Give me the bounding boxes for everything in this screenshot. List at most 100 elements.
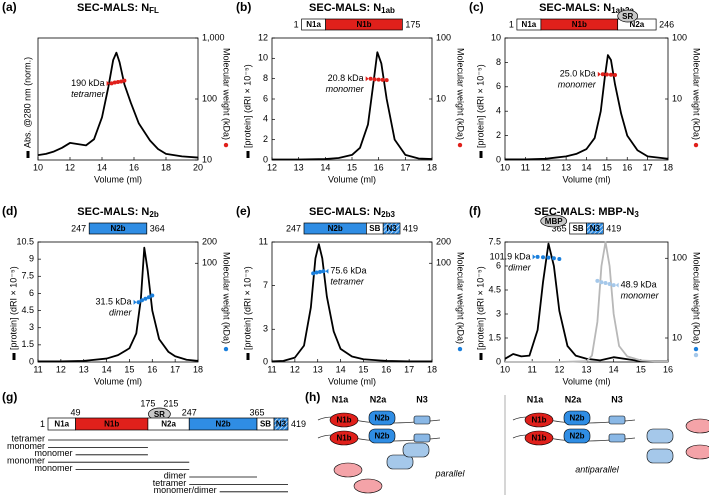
n2b-label: N2b: [569, 414, 584, 423]
y-axis-label: [protein] (dRI × 10⁻⁵): [242, 64, 252, 148]
mw-point: [546, 255, 551, 260]
construct-end: 175: [405, 19, 420, 29]
x-tick-label: 12: [267, 162, 277, 172]
x-tick-label: 12: [65, 162, 75, 172]
y-tick-label: 3: [29, 322, 34, 332]
mw-note: tetramer: [71, 89, 106, 99]
n2b-label: N2b: [374, 414, 389, 423]
mw-point: [372, 77, 377, 82]
domain-label: N3: [386, 224, 397, 233]
y-tick-label: 2: [496, 130, 501, 140]
y-tick-label: 6: [496, 260, 501, 270]
n2b: [563, 410, 591, 426]
y-tick-label: 3: [496, 308, 501, 318]
n3: [413, 415, 431, 425]
mw-label: 75.6 kDa: [330, 266, 366, 276]
x-tick-label: 15: [124, 364, 134, 374]
x-tick-label: 11: [33, 364, 42, 374]
x-tick-label: 12: [56, 364, 66, 374]
y-legend-marker: [12, 353, 16, 360]
fragment-label: monomer: [35, 448, 73, 458]
mw-point: [595, 278, 600, 283]
panel-label: (a): [2, 0, 17, 14]
x-tick-label: 16: [663, 364, 673, 374]
y-tick-label: 1.5: [488, 332, 501, 342]
n1b: [329, 412, 359, 428]
y-tick-label: 6: [263, 93, 268, 103]
chart-title: SEC-MALS: N2b: [77, 206, 159, 219]
y-tick-label: 12: [258, 32, 268, 42]
construct-end: 364: [150, 223, 165, 233]
y2-legend-marker: [693, 142, 699, 148]
n2b-label: N2b: [569, 432, 584, 441]
x-axis-label: Volume (ml): [562, 376, 610, 386]
plot-frame: [271, 241, 433, 363]
y-tick-label: 10.5: [16, 236, 34, 246]
y-tick-label: 0: [496, 154, 501, 164]
domain-label: SB: [573, 224, 584, 233]
domain-label: N2b: [110, 224, 125, 233]
domain-label: N1b: [572, 20, 587, 29]
domain-label: SB: [369, 224, 380, 233]
y-tick-label: 8: [263, 73, 268, 83]
n1b: [524, 412, 554, 428]
x-tick-label: 18: [193, 364, 203, 374]
panel-label: (c): [469, 0, 484, 14]
x-tick-label: 18: [663, 162, 673, 172]
mw-note: dimer: [109, 308, 133, 318]
x-tick-label: 12: [541, 162, 551, 172]
mw-point: [384, 78, 389, 83]
trace: [38, 246, 199, 363]
x-tick-label: 11: [267, 364, 276, 374]
x-tick-label: 14: [97, 162, 107, 172]
fragment-label: monomer: [7, 456, 45, 466]
n2b: [368, 410, 396, 426]
mw-label: 190 kDa: [71, 78, 105, 88]
x-tick-label: 18: [427, 162, 437, 172]
x-tick-label: 14: [581, 162, 591, 172]
domain-label: N1b: [104, 420, 119, 429]
mw-point: [140, 298, 144, 303]
mw-point: [112, 80, 117, 85]
x-tick-label: 14: [609, 364, 619, 374]
mw-note: monomer: [558, 80, 597, 90]
y2-legend-marker: [223, 346, 229, 352]
domain-tag-label: SR: [622, 12, 633, 21]
mw-point: [535, 254, 540, 259]
domain-label: N2b: [216, 420, 231, 429]
x-axis-label: Volume (ml): [94, 174, 142, 184]
mw-label: 48.9 kDa: [621, 280, 657, 290]
y-tick-label: 1.5: [21, 339, 34, 349]
n1b-label: N1b: [531, 434, 546, 443]
domain-label: N1a: [522, 20, 537, 29]
y2-legend-marker: [693, 352, 699, 358]
y2-axis-label: Molecular weight (kDa): [456, 252, 466, 344]
x-tick-label: 16: [381, 364, 391, 374]
mw-point: [314, 270, 319, 275]
construct-start: 1: [509, 19, 514, 29]
n2b: [563, 428, 591, 444]
y-tick-label: 0: [263, 356, 268, 366]
construct-start: 247: [71, 223, 86, 233]
mw-point: [380, 77, 385, 82]
x-tick-label: 15: [347, 162, 357, 172]
fragment-label: dimer: [164, 470, 187, 480]
label-arrow: [106, 80, 110, 86]
trace: [271, 243, 432, 363]
x-tick-label: 13: [294, 162, 304, 172]
domain-label: N3: [590, 224, 601, 233]
domain-label: N3: [276, 420, 287, 429]
y2-legend-marker: [693, 346, 699, 352]
y-axis-label: [protein] (dRI × 10⁻⁵): [475, 64, 485, 148]
mw-point: [143, 296, 148, 301]
y-tick-label: 8: [496, 57, 501, 67]
mw-point: [613, 73, 618, 78]
y2-tick-label: 100: [436, 32, 451, 42]
panel-label: (f): [469, 204, 481, 218]
x-tick-label: 16: [622, 162, 632, 172]
fragment-label: tetramer: [153, 478, 187, 488]
plot-frame: [271, 37, 433, 161]
x-tick-label: 17: [643, 162, 653, 172]
residue-number: 419: [291, 419, 306, 429]
